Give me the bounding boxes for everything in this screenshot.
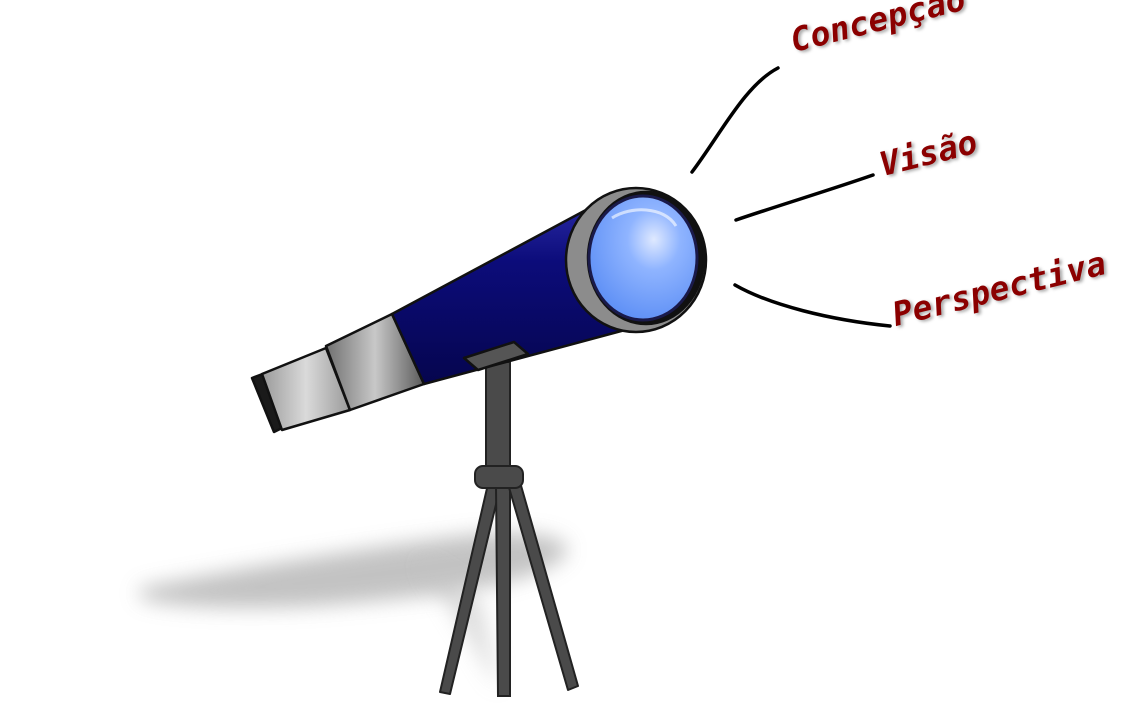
pointer-line-concepcao — [690, 66, 780, 174]
pointer-line-perspectiva — [733, 283, 892, 328]
pointer-line-visao — [734, 173, 875, 222]
lens — [587, 194, 699, 322]
pointer-lines — [690, 66, 892, 328]
tripod-shadow — [420, 560, 500, 690]
telescope — [250, 186, 708, 434]
tripod — [439, 361, 579, 697]
